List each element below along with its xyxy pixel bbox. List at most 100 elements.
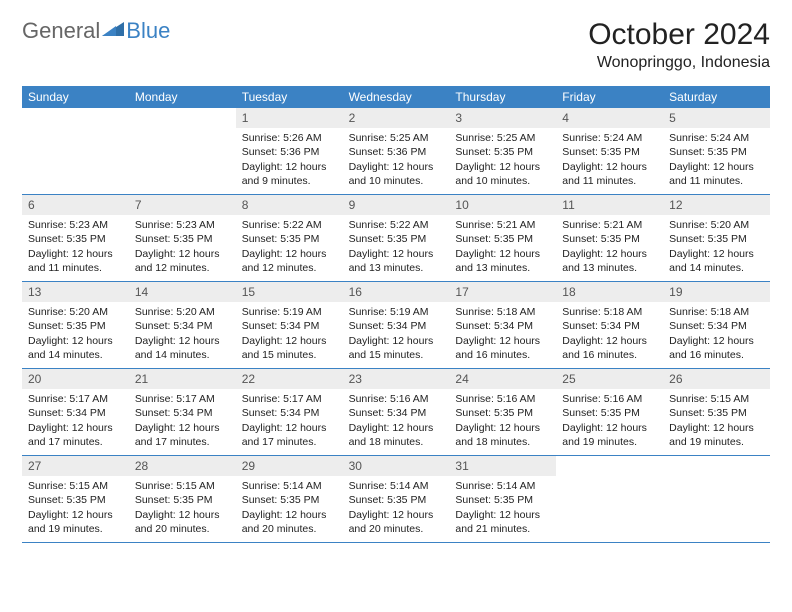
logo: General Blue — [22, 18, 170, 44]
calendar-grid: 1Sunrise: 5:26 AMSunset: 5:36 PMDaylight… — [22, 108, 770, 543]
calendar-cell: 5Sunrise: 5:24 AMSunset: 5:35 PMDaylight… — [663, 108, 770, 194]
day-details: Sunrise: 5:17 AMSunset: 5:34 PMDaylight:… — [129, 389, 236, 455]
day-details: Sunrise: 5:22 AMSunset: 5:35 PMDaylight:… — [343, 215, 450, 281]
calendar-cell: 27Sunrise: 5:15 AMSunset: 5:35 PMDayligh… — [22, 456, 129, 542]
day-details: Sunrise: 5:18 AMSunset: 5:34 PMDaylight:… — [556, 302, 663, 368]
calendar-cell: 17Sunrise: 5:18 AMSunset: 5:34 PMDayligh… — [449, 282, 556, 368]
day-number: 20 — [22, 369, 129, 389]
calendar-cell: 9Sunrise: 5:22 AMSunset: 5:35 PMDaylight… — [343, 195, 450, 281]
calendar-cell: 1Sunrise: 5:26 AMSunset: 5:36 PMDaylight… — [236, 108, 343, 194]
calendar-cell: 30Sunrise: 5:14 AMSunset: 5:35 PMDayligh… — [343, 456, 450, 542]
title-block: October 2024 Wonopringgo, Indonesia — [588, 18, 770, 72]
calendar-cell: 26Sunrise: 5:15 AMSunset: 5:35 PMDayligh… — [663, 369, 770, 455]
day-details: Sunrise: 5:18 AMSunset: 5:34 PMDaylight:… — [449, 302, 556, 368]
day-header-fri: Friday — [556, 86, 663, 108]
day-number: 4 — [556, 108, 663, 128]
calendar-cell: 21Sunrise: 5:17 AMSunset: 5:34 PMDayligh… — [129, 369, 236, 455]
day-details: Sunrise: 5:20 AMSunset: 5:34 PMDaylight:… — [129, 302, 236, 368]
day-number: 18 — [556, 282, 663, 302]
header: General Blue October 2024 Wonopringgo, I… — [22, 18, 770, 72]
calendar-cell: 25Sunrise: 5:16 AMSunset: 5:35 PMDayligh… — [556, 369, 663, 455]
day-number: 19 — [663, 282, 770, 302]
day-details: Sunrise: 5:24 AMSunset: 5:35 PMDaylight:… — [663, 128, 770, 194]
day-header-tue: Tuesday — [236, 86, 343, 108]
day-number: 17 — [449, 282, 556, 302]
day-details: Sunrise: 5:20 AMSunset: 5:35 PMDaylight:… — [663, 215, 770, 281]
calendar-cell: 10Sunrise: 5:21 AMSunset: 5:35 PMDayligh… — [449, 195, 556, 281]
day-number: 23 — [343, 369, 450, 389]
day-number: 21 — [129, 369, 236, 389]
day-details: Sunrise: 5:16 AMSunset: 5:35 PMDaylight:… — [449, 389, 556, 455]
calendar-cell: 7Sunrise: 5:23 AMSunset: 5:35 PMDaylight… — [129, 195, 236, 281]
day-number: 2 — [343, 108, 450, 128]
day-number: 29 — [236, 456, 343, 476]
calendar-cell: 22Sunrise: 5:17 AMSunset: 5:34 PMDayligh… — [236, 369, 343, 455]
day-number: 28 — [129, 456, 236, 476]
day-details: Sunrise: 5:15 AMSunset: 5:35 PMDaylight:… — [663, 389, 770, 455]
day-number: 30 — [343, 456, 450, 476]
day-number: 24 — [449, 369, 556, 389]
day-number: 31 — [449, 456, 556, 476]
calendar-cell: 12Sunrise: 5:20 AMSunset: 5:35 PMDayligh… — [663, 195, 770, 281]
calendar-cell: 15Sunrise: 5:19 AMSunset: 5:34 PMDayligh… — [236, 282, 343, 368]
calendar-cell-empty — [663, 456, 770, 542]
location: Wonopringgo, Indonesia — [588, 54, 770, 72]
day-number: 6 — [22, 195, 129, 215]
day-header-mon: Monday — [129, 86, 236, 108]
calendar-cell: 23Sunrise: 5:16 AMSunset: 5:34 PMDayligh… — [343, 369, 450, 455]
logo-text-blue: Blue — [126, 18, 170, 43]
day-details: Sunrise: 5:17 AMSunset: 5:34 PMDaylight:… — [236, 389, 343, 455]
day-number: 13 — [22, 282, 129, 302]
day-details: Sunrise: 5:20 AMSunset: 5:35 PMDaylight:… — [22, 302, 129, 368]
day-number: 25 — [556, 369, 663, 389]
day-details: Sunrise: 5:25 AMSunset: 5:35 PMDaylight:… — [449, 128, 556, 194]
calendar-cell: 11Sunrise: 5:21 AMSunset: 5:35 PMDayligh… — [556, 195, 663, 281]
day-details: Sunrise: 5:23 AMSunset: 5:35 PMDaylight:… — [22, 215, 129, 281]
day-details: Sunrise: 5:19 AMSunset: 5:34 PMDaylight:… — [236, 302, 343, 368]
calendar-cell: 2Sunrise: 5:25 AMSunset: 5:36 PMDaylight… — [343, 108, 450, 194]
calendar-cell: 29Sunrise: 5:14 AMSunset: 5:35 PMDayligh… — [236, 456, 343, 542]
logo-text-general: General — [22, 18, 100, 44]
day-details: Sunrise: 5:18 AMSunset: 5:34 PMDaylight:… — [663, 302, 770, 368]
calendar-cell: 19Sunrise: 5:18 AMSunset: 5:34 PMDayligh… — [663, 282, 770, 368]
day-number: 3 — [449, 108, 556, 128]
calendar-cell: 28Sunrise: 5:15 AMSunset: 5:35 PMDayligh… — [129, 456, 236, 542]
calendar-cell: 4Sunrise: 5:24 AMSunset: 5:35 PMDaylight… — [556, 108, 663, 194]
day-details: Sunrise: 5:17 AMSunset: 5:34 PMDaylight:… — [22, 389, 129, 455]
calendar-week: 20Sunrise: 5:17 AMSunset: 5:34 PMDayligh… — [22, 369, 770, 456]
calendar-cell-empty — [22, 108, 129, 194]
day-number: 12 — [663, 195, 770, 215]
calendar-week: 13Sunrise: 5:20 AMSunset: 5:35 PMDayligh… — [22, 282, 770, 369]
day-details: Sunrise: 5:26 AMSunset: 5:36 PMDaylight:… — [236, 128, 343, 194]
day-header-sat: Saturday — [663, 86, 770, 108]
calendar-cell: 18Sunrise: 5:18 AMSunset: 5:34 PMDayligh… — [556, 282, 663, 368]
day-details: Sunrise: 5:16 AMSunset: 5:34 PMDaylight:… — [343, 389, 450, 455]
calendar-cell-empty — [556, 456, 663, 542]
day-number: 1 — [236, 108, 343, 128]
day-details: Sunrise: 5:15 AMSunset: 5:35 PMDaylight:… — [129, 476, 236, 542]
day-number: 10 — [449, 195, 556, 215]
day-details: Sunrise: 5:25 AMSunset: 5:36 PMDaylight:… — [343, 128, 450, 194]
day-details: Sunrise: 5:21 AMSunset: 5:35 PMDaylight:… — [449, 215, 556, 281]
logo-triangle-icon — [102, 18, 124, 44]
day-number: 7 — [129, 195, 236, 215]
day-number: 15 — [236, 282, 343, 302]
day-details: Sunrise: 5:24 AMSunset: 5:35 PMDaylight:… — [556, 128, 663, 194]
calendar-cell: 3Sunrise: 5:25 AMSunset: 5:35 PMDaylight… — [449, 108, 556, 194]
day-number: 27 — [22, 456, 129, 476]
day-header-wed: Wednesday — [343, 86, 450, 108]
calendar-cell: 24Sunrise: 5:16 AMSunset: 5:35 PMDayligh… — [449, 369, 556, 455]
day-headers: Sunday Monday Tuesday Wednesday Thursday… — [22, 86, 770, 108]
day-details: Sunrise: 5:19 AMSunset: 5:34 PMDaylight:… — [343, 302, 450, 368]
day-number: 22 — [236, 369, 343, 389]
day-details: Sunrise: 5:15 AMSunset: 5:35 PMDaylight:… — [22, 476, 129, 542]
day-details: Sunrise: 5:16 AMSunset: 5:35 PMDaylight:… — [556, 389, 663, 455]
calendar-cell: 6Sunrise: 5:23 AMSunset: 5:35 PMDaylight… — [22, 195, 129, 281]
calendar-cell-empty — [129, 108, 236, 194]
day-number: 5 — [663, 108, 770, 128]
calendar-cell: 13Sunrise: 5:20 AMSunset: 5:35 PMDayligh… — [22, 282, 129, 368]
calendar-cell: 8Sunrise: 5:22 AMSunset: 5:35 PMDaylight… — [236, 195, 343, 281]
day-details: Sunrise: 5:14 AMSunset: 5:35 PMDaylight:… — [449, 476, 556, 542]
calendar-cell: 16Sunrise: 5:19 AMSunset: 5:34 PMDayligh… — [343, 282, 450, 368]
day-details: Sunrise: 5:22 AMSunset: 5:35 PMDaylight:… — [236, 215, 343, 281]
